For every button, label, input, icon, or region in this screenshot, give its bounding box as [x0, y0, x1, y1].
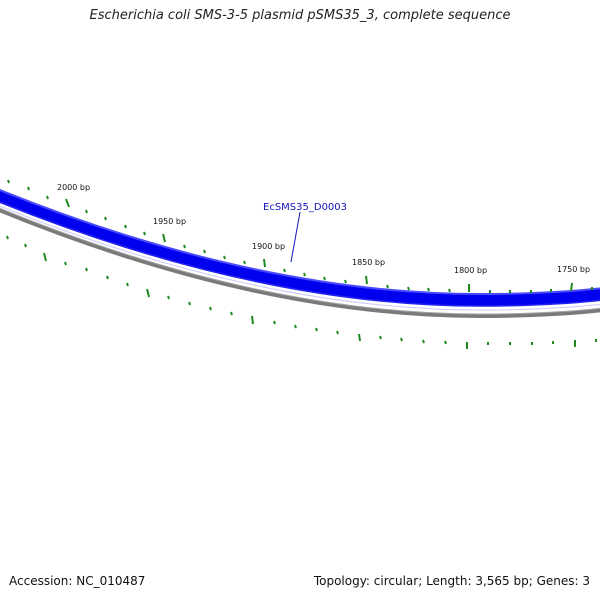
- position-label-1850: 1850 bp: [352, 258, 385, 267]
- accession-text: Accession: NC_010487: [9, 574, 146, 588]
- outer-ticks: [7, 179, 593, 293]
- position-label-1750: 1750 bp: [557, 265, 590, 274]
- gene-track[interactable]: [0, 182, 600, 307]
- position-label-1900: 1900 bp: [252, 242, 285, 251]
- sequence-summary: Topology: circular; Length: 3,565 bp; Ge…: [313, 574, 590, 588]
- inner-outline: [0, 205, 600, 311]
- position-label-2000: 2000 bp: [57, 183, 90, 192]
- position-label-1950: 1950 bp: [153, 217, 186, 226]
- inner-ticks: [6, 235, 597, 349]
- gene-label-leader: [290, 211, 301, 263]
- backbone-circle: [0, 207, 600, 319]
- map-title: Escherichia coli SMS-3-5 plasmid pSMS35_…: [89, 8, 511, 23]
- position-label-1800: 1800 bp: [454, 266, 487, 275]
- gene-label-ecsms35-d0003[interactable]: EcSMS35_D0003: [263, 202, 347, 213]
